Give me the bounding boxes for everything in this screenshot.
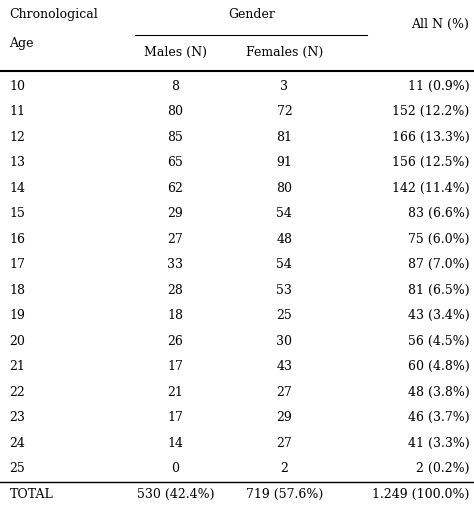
Text: 53: 53 <box>276 284 292 297</box>
Text: All N (%): All N (%) <box>411 18 469 31</box>
Text: 75 (6.0%): 75 (6.0%) <box>408 233 469 246</box>
Text: 56 (4.5%): 56 (4.5%) <box>408 335 469 348</box>
Text: 14: 14 <box>167 437 183 450</box>
Text: Females (N): Females (N) <box>246 46 323 59</box>
Text: 18: 18 <box>9 284 26 297</box>
Text: 14: 14 <box>9 182 26 195</box>
Text: TOTAL: TOTAL <box>9 488 53 501</box>
Text: 16: 16 <box>9 233 26 246</box>
Text: 152 (12.2%): 152 (12.2%) <box>392 105 469 118</box>
Text: 18: 18 <box>167 309 183 322</box>
Text: 54: 54 <box>276 258 292 271</box>
Text: 60 (4.8%): 60 (4.8%) <box>408 360 469 373</box>
Text: Chronological: Chronological <box>9 8 98 21</box>
Text: 30: 30 <box>276 335 292 348</box>
Text: 48 (3.8%): 48 (3.8%) <box>408 386 469 399</box>
Text: 28: 28 <box>167 284 183 297</box>
Text: 62: 62 <box>167 182 183 195</box>
Text: 80: 80 <box>276 182 292 195</box>
Text: 142 (11.4%): 142 (11.4%) <box>392 182 469 195</box>
Text: 83 (6.6%): 83 (6.6%) <box>408 207 469 220</box>
Text: 29: 29 <box>167 207 183 220</box>
Text: Males (N): Males (N) <box>144 46 207 59</box>
Text: 43: 43 <box>276 360 292 373</box>
Text: 26: 26 <box>167 335 183 348</box>
Text: 87 (7.0%): 87 (7.0%) <box>408 258 469 271</box>
Text: 13: 13 <box>9 156 26 169</box>
Text: 27: 27 <box>167 233 183 246</box>
Text: 1.249 (100.0%): 1.249 (100.0%) <box>372 488 469 501</box>
Text: 23: 23 <box>9 411 25 424</box>
Text: 17: 17 <box>167 360 183 373</box>
Text: 156 (12.5%): 156 (12.5%) <box>392 156 469 169</box>
Text: 8: 8 <box>172 80 179 93</box>
Text: 85: 85 <box>167 131 183 144</box>
Text: 91: 91 <box>276 156 292 169</box>
Text: 48: 48 <box>276 233 292 246</box>
Text: 2: 2 <box>281 462 288 475</box>
Text: 11 (0.9%): 11 (0.9%) <box>408 80 469 93</box>
Text: 21: 21 <box>167 386 183 399</box>
Text: 2 (0.2%): 2 (0.2%) <box>416 462 469 475</box>
Text: 29: 29 <box>276 411 292 424</box>
Text: 27: 27 <box>276 386 292 399</box>
Text: 11: 11 <box>9 105 26 118</box>
Text: 27: 27 <box>276 437 292 450</box>
Text: 65: 65 <box>167 156 183 169</box>
Text: 21: 21 <box>9 360 25 373</box>
Text: 15: 15 <box>9 207 25 220</box>
Text: 46 (3.7%): 46 (3.7%) <box>408 411 469 424</box>
Text: 17: 17 <box>9 258 25 271</box>
Text: 12: 12 <box>9 131 25 144</box>
Text: 24: 24 <box>9 437 25 450</box>
Text: 54: 54 <box>276 207 292 220</box>
Text: Age: Age <box>9 37 34 50</box>
Text: 20: 20 <box>9 335 25 348</box>
Text: 80: 80 <box>167 105 183 118</box>
Text: 33: 33 <box>167 258 183 271</box>
Text: Gender: Gender <box>228 8 274 21</box>
Text: 719 (57.6%): 719 (57.6%) <box>246 488 323 501</box>
Text: 41 (3.3%): 41 (3.3%) <box>408 437 469 450</box>
Text: 0: 0 <box>172 462 179 475</box>
Text: 25: 25 <box>276 309 292 322</box>
Text: 22: 22 <box>9 386 25 399</box>
Text: 72: 72 <box>276 105 292 118</box>
Text: 3: 3 <box>281 80 288 93</box>
Text: 43 (3.4%): 43 (3.4%) <box>408 309 469 322</box>
Text: 81 (6.5%): 81 (6.5%) <box>408 284 469 297</box>
Text: 25: 25 <box>9 462 25 475</box>
Text: 10: 10 <box>9 80 26 93</box>
Text: 81: 81 <box>276 131 292 144</box>
Text: 17: 17 <box>167 411 183 424</box>
Text: 166 (13.3%): 166 (13.3%) <box>392 131 469 144</box>
Text: 19: 19 <box>9 309 25 322</box>
Text: 530 (42.4%): 530 (42.4%) <box>137 488 214 501</box>
